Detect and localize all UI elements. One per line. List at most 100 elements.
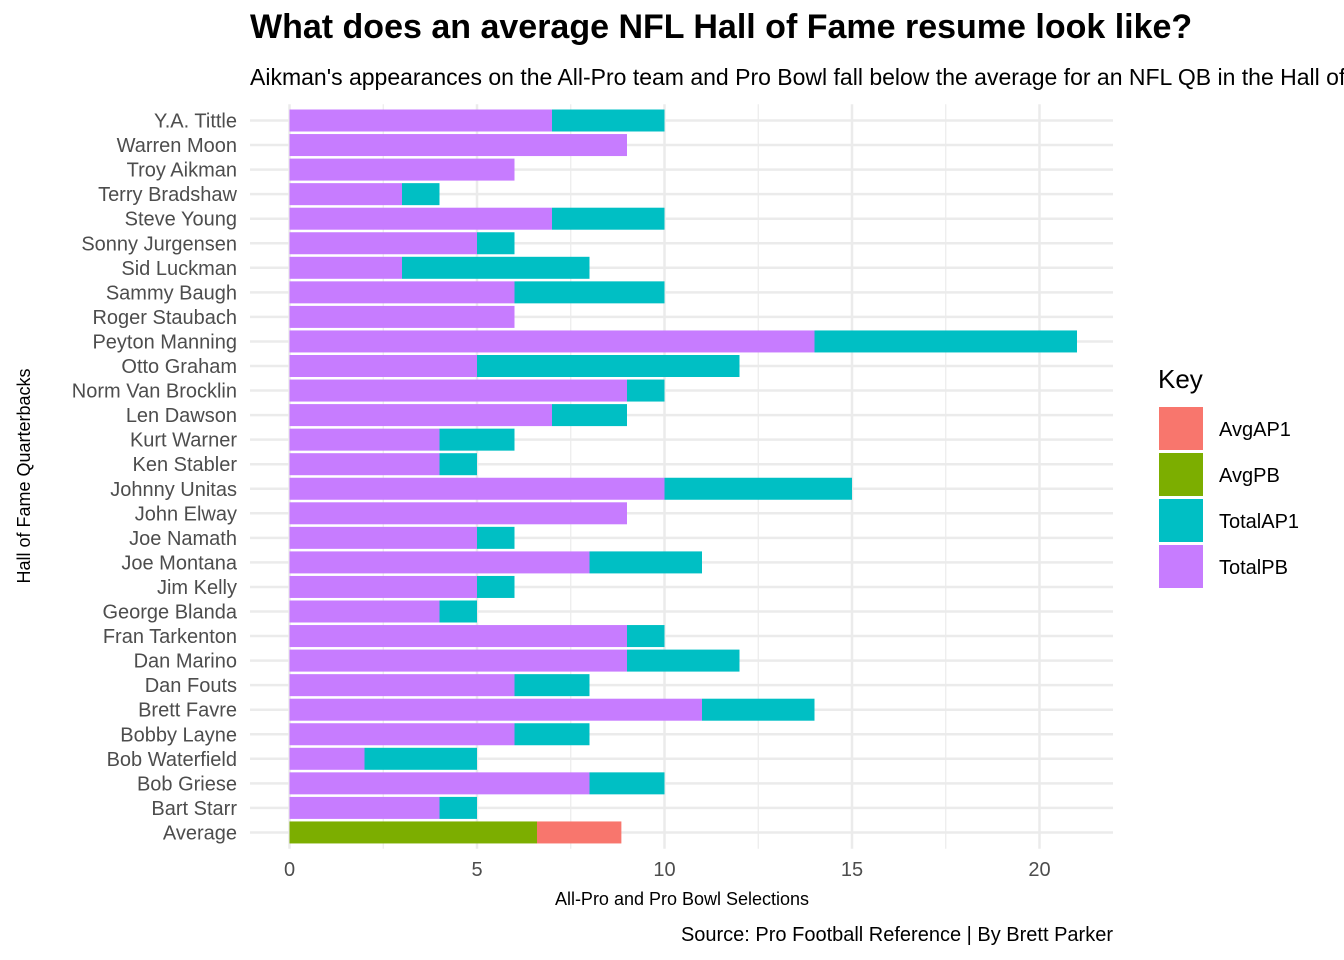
bar-bob-waterfield-totalpb (289, 747, 365, 770)
bars-layer (289, 109, 1077, 844)
bar-otto-graham-totalpb (289, 355, 477, 377)
legend-label-avgpb: AvgPB (1219, 465, 1280, 487)
chart-title: What does an average NFL Hall of Fame re… (250, 8, 1193, 46)
bar-john-elway-totalpb (289, 502, 627, 525)
bar-len-dawson-totalpb (289, 404, 552, 427)
bar-peyton-manning-totalpb (289, 330, 815, 353)
bar-brett-favre-totalap1 (702, 698, 815, 721)
bar-fran-tarkenton-totalpb (289, 625, 627, 648)
bar-dan-fouts-totalap1 (514, 674, 590, 697)
bar-kurt-warner-totalap1 (439, 428, 515, 451)
category-label-john-elway: John Elway (135, 503, 237, 525)
category-label-norm-van-brocklin: Norm Van Brocklin (72, 381, 237, 403)
bar-sid-luckman-totalpb (289, 256, 402, 279)
legend-swatch-avgpb (1159, 453, 1203, 496)
bar-bart-starr-totalap1 (439, 796, 477, 819)
bar-steve-young-totalap1 (552, 207, 665, 230)
bar-otto-graham-totalap1 (477, 355, 740, 377)
bar-joe-namath-totalpb (289, 526, 477, 549)
legend-swatch-totalpb (1159, 545, 1203, 588)
category-label-terry-bradshaw: Terry Bradshaw (98, 184, 237, 206)
x-tick-label-0: 0 (284, 859, 295, 881)
category-label-troy-aikman: Troy Aikman (127, 160, 237, 182)
x-tick-label-5: 5 (471, 859, 482, 881)
bar-dan-marino-totalpb (289, 649, 627, 672)
bar-len-dawson-totalap1 (552, 404, 627, 427)
legend-swatch-avgap1 (1159, 407, 1203, 450)
category-label-average: Average (163, 822, 237, 844)
category-label-kurt-warner: Kurt Warner (130, 430, 237, 452)
legend-items: AvgAP1 AvgPB TotalAP1 TotalPB (1159, 407, 1299, 588)
bar-dan-fouts-totalpb (289, 674, 515, 697)
x-tick-label-10: 10 (653, 859, 675, 881)
legend-swatch-totalap1 (1159, 499, 1203, 542)
x-tick-label-20: 20 (1028, 859, 1050, 881)
category-label-bob-waterfield: Bob Waterfield (107, 749, 237, 771)
bar-terry-bradshaw-totalpb (289, 183, 402, 206)
bar-y-a-tittle-totalpb (289, 109, 552, 132)
bar-fran-tarkenton-totalap1 (627, 625, 665, 648)
category-label-george-blanda: George Blanda (102, 602, 237, 624)
bar-bobby-layne-totalpb (289, 723, 515, 746)
bar-bart-starr-totalpb (289, 796, 440, 819)
bar-peyton-manning-totalap1 (814, 330, 1077, 353)
bar-bob-griese-totalap1 (589, 772, 665, 795)
category-label-joe-montana: Joe Montana (121, 552, 238, 574)
category-label-warren-moon: Warren Moon (117, 135, 237, 157)
category-label-sammy-baugh: Sammy Baugh (106, 282, 237, 304)
category-label-dan-marino: Dan Marino (134, 651, 237, 673)
category-label-roger-staubach: Roger Staubach (92, 307, 237, 329)
bar-dan-marino-totalap1 (627, 649, 740, 672)
category-label-joe-namath: Joe Namath (129, 528, 237, 550)
bar-norm-van-brocklin-totalpb (289, 379, 627, 402)
bar-sid-luckman-totalap1 (402, 256, 590, 279)
bar-average-avgap1 (537, 821, 622, 844)
category-label-y-a-tittle: Y.A. Tittle (154, 111, 237, 133)
bar-george-blanda-totalap1 (439, 600, 477, 623)
bar-jim-kelly-totalpb (289, 575, 477, 598)
bar-bobby-layne-totalap1 (514, 723, 590, 746)
bar-johnny-unitas-totalpb (289, 477, 665, 500)
category-label-dan-fouts: Dan Fouts (145, 675, 237, 697)
bar-kurt-warner-totalpb (289, 428, 440, 451)
bar-ken-stabler-totalpb (289, 453, 440, 476)
bar-george-blanda-totalpb (289, 600, 440, 623)
bar-terry-bradshaw-totalap1 (402, 183, 440, 206)
bar-roger-staubach-totalpb (289, 305, 515, 328)
category-label-sonny-jurgensen: Sonny Jurgensen (81, 233, 237, 255)
bar-joe-montana-totalpb (289, 551, 590, 574)
category-label-bobby-layne: Bobby Layne (120, 724, 237, 746)
category-label-otto-graham: Otto Graham (121, 356, 237, 378)
legend: Key AvgAP1 AvgPB TotalAP1 TotalPB (1158, 364, 1299, 588)
category-label-johnny-unitas: Johnny Unitas (110, 479, 237, 501)
x-axis-title: All-Pro and Pro Bowl Selections (555, 889, 809, 909)
chart-subtitle: Aikman's appearances on the All-Pro team… (250, 64, 1344, 90)
y-axis-title: Hall of Fame Quarterbacks (14, 368, 34, 583)
category-label-steve-young: Steve Young (125, 209, 237, 231)
bar-sammy-baugh-totalpb (289, 281, 515, 304)
category-label-ken-stabler: Ken Stabler (132, 454, 237, 476)
bar-joe-namath-totalap1 (477, 526, 515, 549)
category-label-peyton-manning: Peyton Manning (92, 331, 237, 353)
category-label-fran-tarkenton: Fran Tarkenton (103, 626, 237, 648)
bar-bob-griese-totalpb (289, 772, 590, 795)
category-label-bob-griese: Bob Griese (137, 773, 237, 795)
bar-brett-favre-totalpb (289, 698, 702, 721)
category-label-sid-luckman: Sid Luckman (121, 258, 237, 280)
bar-sonny-jurgensen-totalap1 (477, 232, 515, 255)
legend-label-avgap1: AvgAP1 (1219, 419, 1291, 441)
bar-jim-kelly-totalap1 (477, 575, 515, 598)
bar-sammy-baugh-totalap1 (514, 281, 665, 304)
bar-sonny-jurgensen-totalpb (289, 232, 477, 255)
x-tick-label-15: 15 (841, 859, 863, 881)
bar-warren-moon-totalpb (289, 134, 627, 157)
bar-steve-young-totalpb (289, 207, 552, 230)
category-label-jim-kelly: Jim Kelly (157, 577, 237, 599)
chart-caption: Source: Pro Football Reference | By Bret… (681, 924, 1113, 946)
x-tick-labels: 0 5 10 15 20 (284, 859, 1051, 881)
category-label-len-dawson: Len Dawson (126, 405, 237, 427)
category-label-brett-favre: Brett Favre (138, 700, 237, 722)
